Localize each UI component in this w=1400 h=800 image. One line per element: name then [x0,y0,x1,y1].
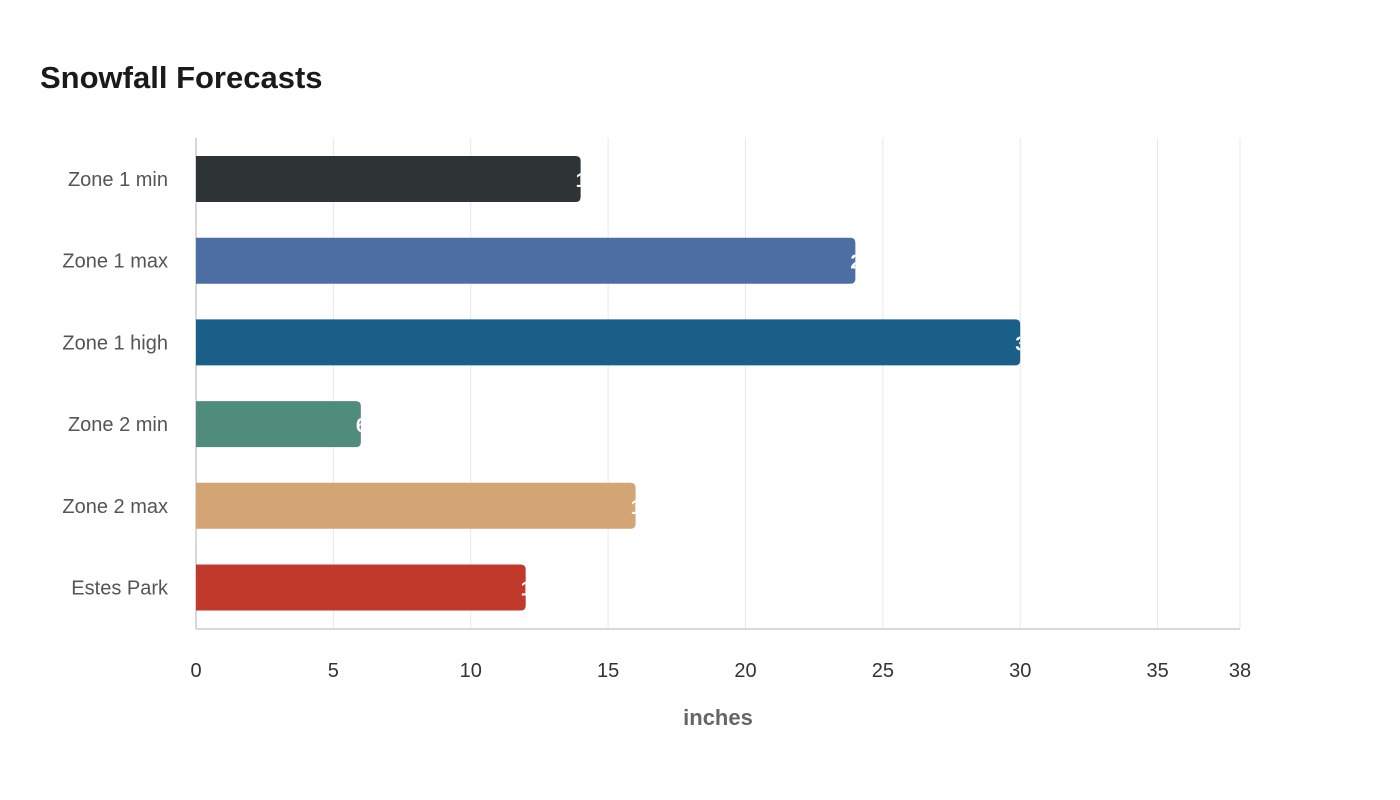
bars [196,156,1021,611]
y-category-label: Zone 1 max [62,251,168,273]
y-category-label: Zone 2 min [68,414,168,436]
x-tick-label: 25 [872,660,894,682]
x-tick-label: 10 [460,660,482,682]
bar-value-label: 30 [1015,333,1037,355]
bar [196,237,856,284]
bar [196,482,636,529]
x-tick-label: 0 [190,660,201,682]
grid-lines [332,138,1241,629]
x-tick-label: 38 [1229,660,1251,682]
y-category-label: Zone 1 min [68,169,168,191]
x-tick-label: 5 [328,660,339,682]
x-tick-label: 20 [734,660,756,682]
bar-value-label: 24 [850,252,873,274]
bar-value-label: 12 [521,579,543,601]
labels: 0 5 10 15 20 25 30 35 38 Zone 1 min 14 Zone 1 max 24… [62,169,1251,682]
bar [196,156,581,202]
x-tick-label: 15 [597,660,619,682]
bar [196,401,361,448]
bar-value-label: 16 [631,497,653,519]
x-tick-label: 30 [1009,660,1031,682]
chart-title: Snowfall Forecasts [40,60,323,95]
y-category-label: Zone 2 max [62,496,168,518]
bar-value-label: 14 [576,170,599,192]
bar-value-label: 6 [356,415,367,437]
bar [196,319,1021,366]
bar [196,564,526,611]
y-category-label: Estes Park [71,578,169,600]
y-category-label: Zone 1 high [62,332,168,354]
x-axis-title: inches [683,705,753,730]
x-tick-label: 35 [1146,660,1168,682]
axes [195,138,1240,630]
